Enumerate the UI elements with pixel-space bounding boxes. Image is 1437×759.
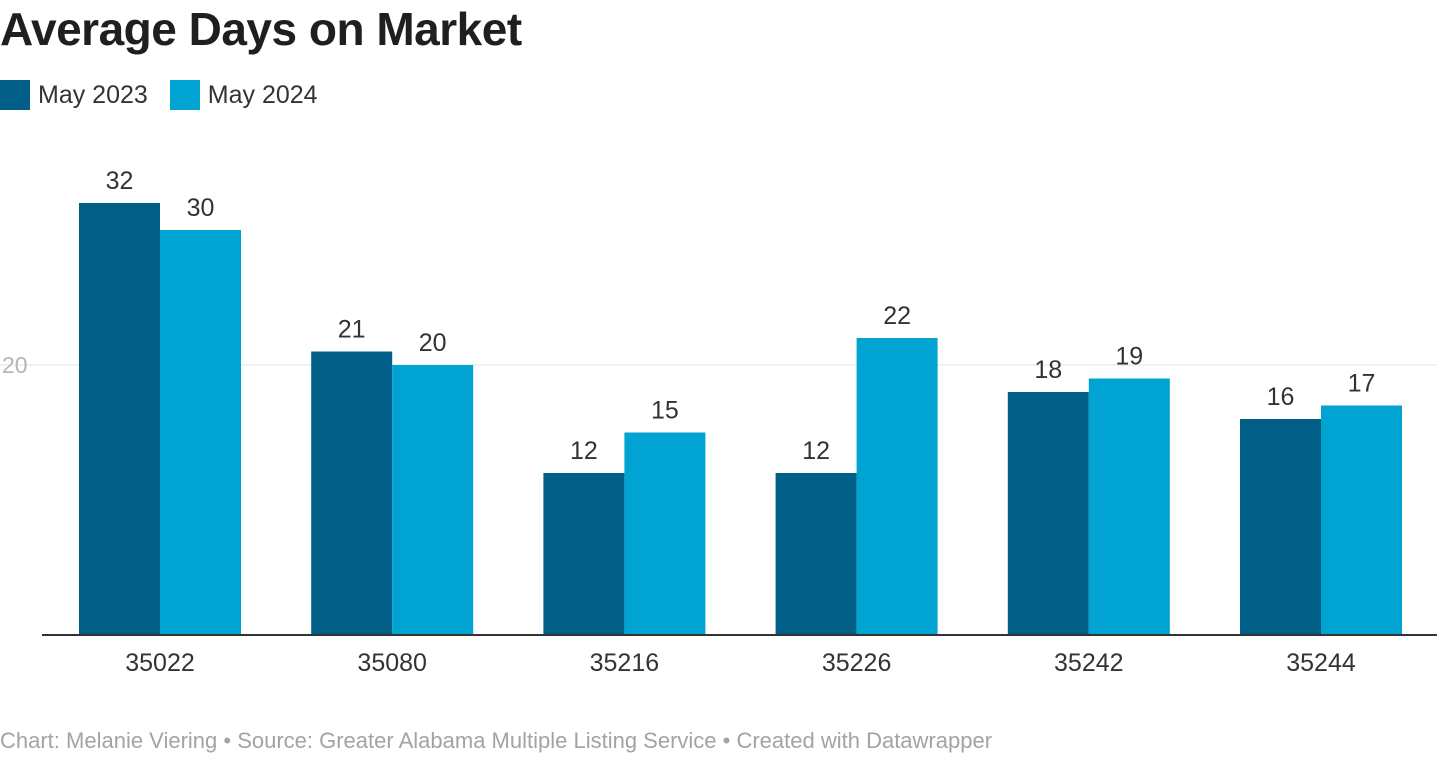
bar-35216-may-2023 bbox=[543, 473, 625, 635]
y-tick-label-20: 20 bbox=[2, 352, 28, 378]
data-label-35080-may-2023: 21 bbox=[338, 316, 366, 344]
x-tick-label-35022: 35022 bbox=[125, 649, 195, 677]
data-label-35226-may-2024: 22 bbox=[883, 302, 911, 330]
bar-35244-may-2023 bbox=[1240, 419, 1321, 635]
bar-35080-may-2024 bbox=[392, 365, 474, 635]
bar-35242-may-2023 bbox=[1007, 392, 1089, 635]
legend-label-may-2023: May 2023 bbox=[38, 80, 148, 109]
data-label-35244-may-2023: 16 bbox=[1267, 383, 1295, 411]
x-tick-label-35216: 35216 bbox=[590, 649, 660, 677]
bar-35216-may-2024 bbox=[624, 432, 706, 635]
bar-35242-may-2024 bbox=[1088, 378, 1170, 635]
chart-legend: May 2023 May 2024 bbox=[0, 80, 318, 110]
legend-swatch-may-2024 bbox=[169, 80, 200, 110]
x-tick-label-35080: 35080 bbox=[357, 649, 427, 677]
chart-footer: Chart: Melanie Viering • Source: Greater… bbox=[0, 728, 993, 753]
x-tick-label-35242: 35242 bbox=[1054, 649, 1124, 677]
legend-item-may-2023: May 2023 bbox=[0, 80, 148, 110]
legend-label-may-2024: May 2024 bbox=[207, 80, 318, 109]
x-tick-label-35226: 35226 bbox=[822, 649, 892, 677]
data-label-35244-may-2024: 17 bbox=[1348, 370, 1376, 398]
data-label-35242-may-2023: 18 bbox=[1034, 356, 1062, 384]
bar-35226-may-2023 bbox=[775, 473, 857, 635]
bar-35226-may-2024 bbox=[856, 338, 938, 635]
bar-35022-may-2024 bbox=[160, 230, 241, 635]
data-label-35226-may-2023: 12 bbox=[802, 437, 830, 465]
data-label-35216-may-2024: 15 bbox=[651, 397, 679, 425]
x-tick-label-35244: 35244 bbox=[1286, 649, 1356, 677]
bar-chart: 20 32 30 35022 21 20 35080 12 15 35216 12 22 35226 18… bbox=[0, 167, 1437, 677]
data-label-35022-may-2024: 30 bbox=[187, 194, 215, 222]
data-label-35022-may-2023: 32 bbox=[106, 167, 134, 195]
bar-35080-may-2023 bbox=[311, 351, 393, 635]
data-label-35242-may-2024: 19 bbox=[1115, 343, 1143, 371]
legend-swatch-may-2023 bbox=[0, 80, 30, 110]
bar-35244-may-2024 bbox=[1321, 405, 1402, 635]
bar-35022-may-2023 bbox=[79, 203, 160, 635]
chart-title: Average Days on Market bbox=[0, 3, 522, 55]
legend-item-may-2024: May 2024 bbox=[169, 80, 318, 110]
data-label-35080-may-2024: 20 bbox=[419, 329, 447, 357]
data-label-35216-may-2023: 12 bbox=[570, 437, 598, 465]
